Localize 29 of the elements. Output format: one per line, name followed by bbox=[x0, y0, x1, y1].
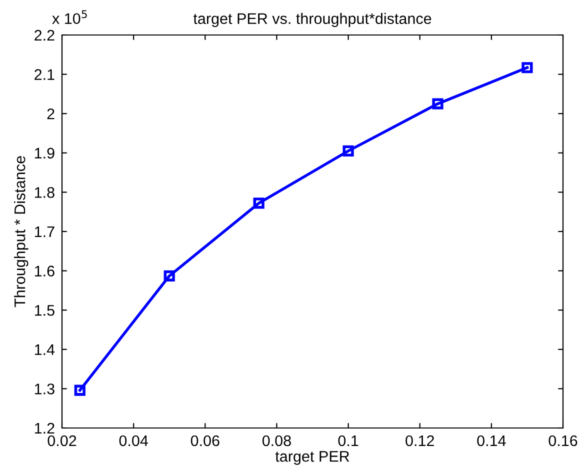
x-tick-label: 0.04 bbox=[119, 435, 148, 446]
y-tick-label: 1.4 bbox=[34, 344, 55, 355]
point bbox=[164, 270, 175, 282]
y-axis-title: Throughput * Distance bbox=[14, 156, 28, 308]
point bbox=[522, 62, 533, 74]
x-tick-label: 0.08 bbox=[262, 435, 291, 446]
y-tick-label: 1.5 bbox=[34, 305, 54, 316]
x-tick-label: 0.1 bbox=[338, 435, 358, 446]
y-tick-label: 2.2 bbox=[34, 30, 54, 41]
point bbox=[253, 198, 264, 209]
y-tick-label: 2.1 bbox=[34, 69, 54, 80]
point bbox=[74, 384, 86, 396]
y-tick-label: 1.3 bbox=[34, 384, 54, 394]
y-tick-label: 2 bbox=[47, 108, 54, 120]
y-tick-label: 1.6 bbox=[34, 266, 54, 276]
x-tick-label: 0.06 bbox=[190, 435, 220, 446]
point bbox=[432, 98, 444, 110]
y-tick-label: 1.9 bbox=[34, 148, 54, 159]
x-tick-label: 0.12 bbox=[406, 435, 434, 446]
x-tick-label: 0.14 bbox=[477, 435, 506, 446]
text: x 10$^{5}$ bbox=[52, 10, 87, 24]
x-tick-label: 0.16 bbox=[548, 435, 578, 446]
y-tick-label: 1.2 bbox=[34, 422, 54, 434]
y-tick-label: 1.7 bbox=[34, 226, 54, 238]
y-tick-label: 1.8 bbox=[34, 187, 54, 198]
x-axis-title: target PER bbox=[275, 451, 350, 465]
point bbox=[342, 145, 354, 156]
x-tick-label: 0.02 bbox=[48, 435, 76, 446]
chart-title: target PER vs. throughput*distance bbox=[193, 12, 432, 28]
